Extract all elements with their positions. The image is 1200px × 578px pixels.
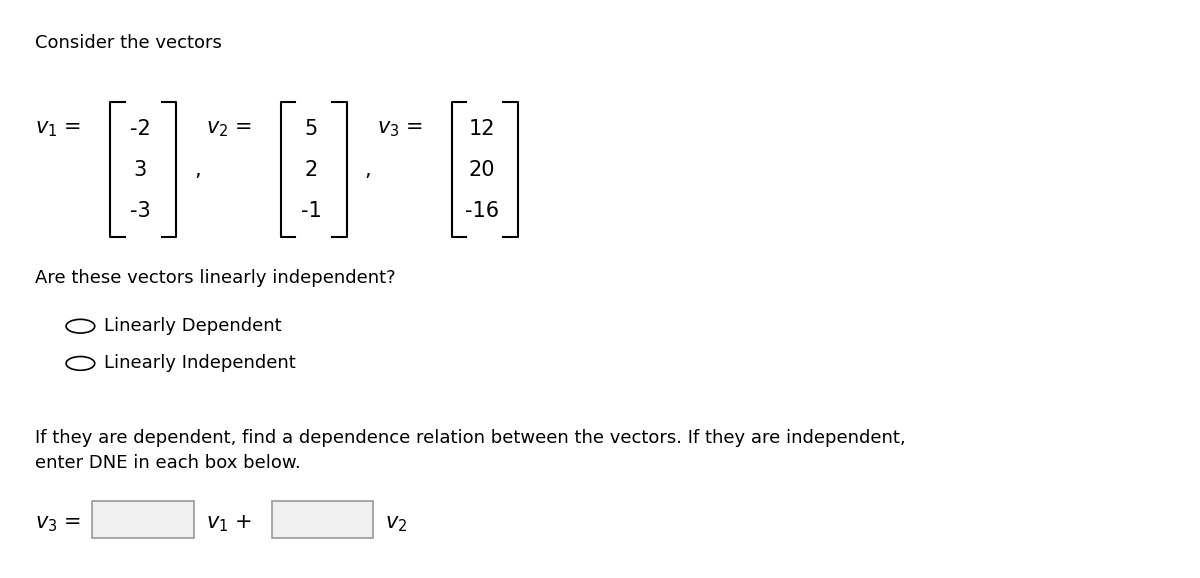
Text: Linearly Independent: Linearly Independent bbox=[104, 354, 296, 372]
FancyBboxPatch shape bbox=[92, 501, 194, 538]
Text: -1: -1 bbox=[300, 201, 322, 221]
Text: ,: , bbox=[194, 160, 200, 180]
Text: 2: 2 bbox=[305, 160, 318, 180]
Text: 12: 12 bbox=[468, 118, 496, 139]
Text: ,: , bbox=[365, 160, 371, 180]
Text: Are these vectors linearly independent?: Are these vectors linearly independent? bbox=[35, 269, 396, 287]
Text: If they are dependent, find a dependence relation between the vectors. If they a: If they are dependent, find a dependence… bbox=[35, 429, 906, 472]
FancyBboxPatch shape bbox=[271, 501, 373, 538]
Text: -2: -2 bbox=[130, 118, 150, 139]
Text: Consider the vectors: Consider the vectors bbox=[35, 34, 222, 52]
Text: 3: 3 bbox=[133, 160, 146, 180]
Text: $v_3$ =: $v_3$ = bbox=[377, 118, 422, 139]
Text: 5: 5 bbox=[305, 118, 318, 139]
Text: -16: -16 bbox=[464, 201, 499, 221]
Text: $v_2$ =: $v_2$ = bbox=[206, 118, 252, 139]
Text: -3: -3 bbox=[130, 201, 150, 221]
Text: 20: 20 bbox=[468, 160, 496, 180]
Text: $v_1$ =: $v_1$ = bbox=[35, 118, 82, 139]
Text: $v_1$ +: $v_1$ + bbox=[206, 513, 252, 534]
Text: Linearly Dependent: Linearly Dependent bbox=[104, 317, 282, 335]
Text: $v_3$ =: $v_3$ = bbox=[35, 514, 82, 533]
Text: $v_2$: $v_2$ bbox=[385, 514, 407, 533]
